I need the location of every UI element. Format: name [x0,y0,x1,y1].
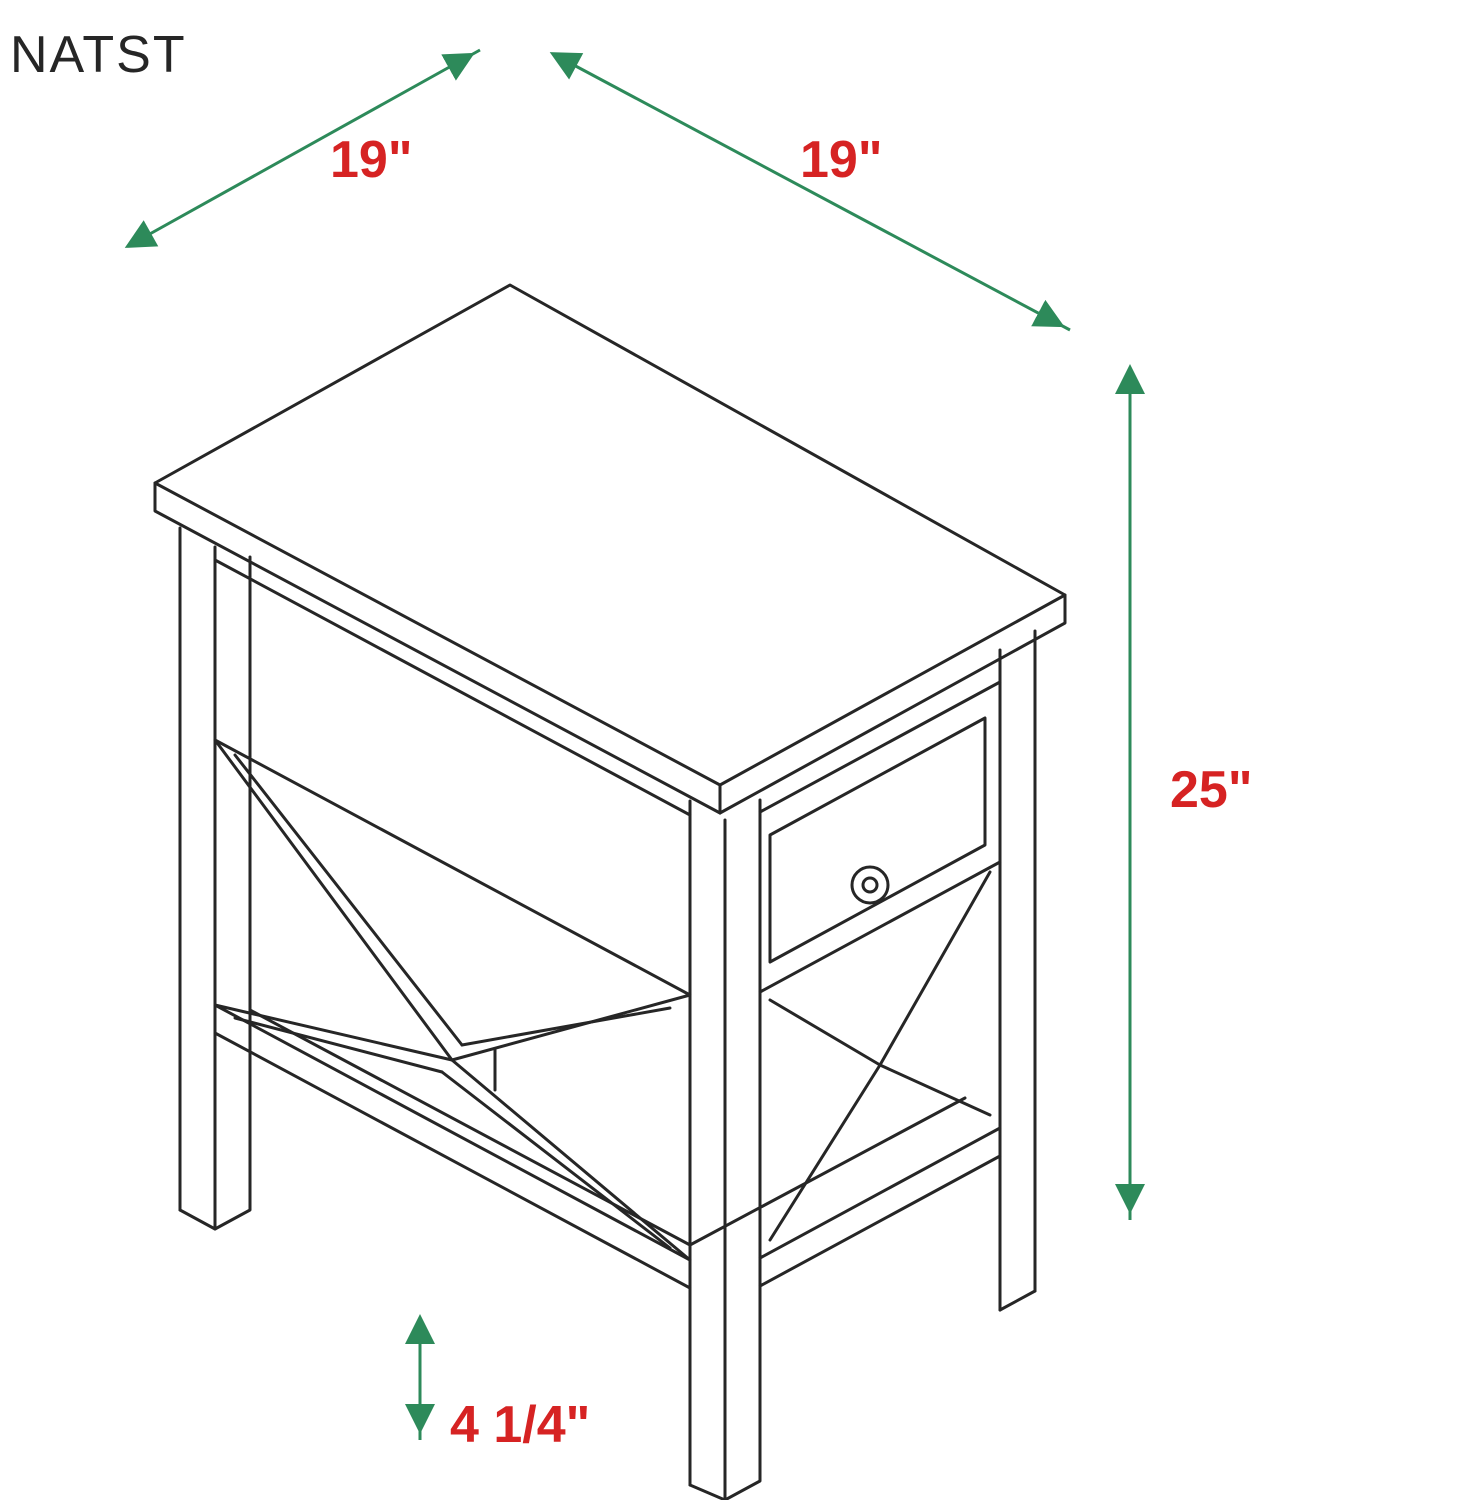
dim-depth-arrow [555,55,1070,330]
dimension-arrows [130,50,1130,1440]
dim-height-label: 25" [1170,760,1253,820]
dim-depth-label: 19" [800,130,883,190]
product-code: NATST [10,25,187,85]
diagram-svg [0,0,1461,1500]
dim-clear-label: 4 1/4" [450,1395,590,1455]
diagram-canvas: NATST 19" 19" 25" 4 1/4" [0,0,1461,1500]
table-drawing [155,285,1065,1500]
dim-width-label: 19" [330,130,413,190]
